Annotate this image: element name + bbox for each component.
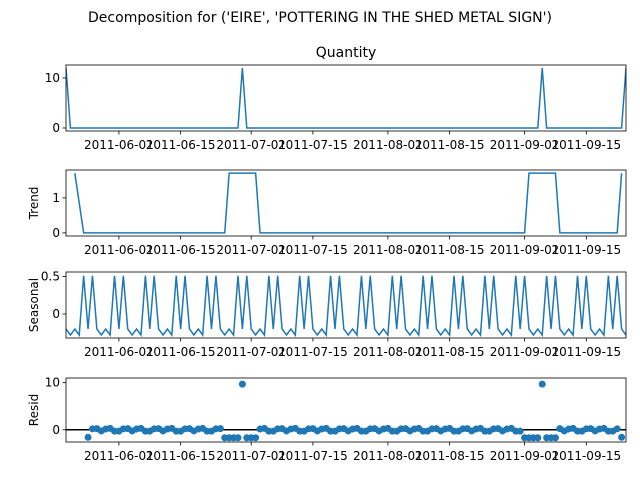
x-tick-label: 2011-07-01	[216, 243, 286, 257]
seasonal-series-line	[66, 275, 626, 338]
x-tick-label: 2011-07-15	[278, 449, 348, 463]
trend-series-line	[74, 172, 623, 234]
x-tick-label: 2011-08-01	[353, 243, 423, 257]
resid-point	[613, 425, 621, 433]
y-tick-label: 10	[45, 71, 60, 85]
resid-point	[252, 434, 260, 442]
x-tick-label: 2011-07-01	[216, 449, 286, 463]
y-tick-label: 0.5	[41, 270, 60, 284]
x-tick-label: 2011-09-01	[490, 138, 560, 152]
y-axis-label: Trend	[27, 187, 41, 221]
x-tick-label: 2011-06-01	[84, 243, 154, 257]
quantity-series-line	[66, 67, 626, 129]
x-tick-label: 2011-08-01	[353, 345, 423, 359]
resid-point	[516, 427, 524, 435]
x-tick-label: 2011-07-01	[216, 138, 286, 152]
resid-point	[238, 380, 246, 388]
plot-area	[74, 172, 623, 234]
resid-point	[551, 434, 559, 442]
resid-point	[534, 434, 542, 442]
subplot-title: Quantity	[316, 45, 377, 61]
axes-frame	[65, 271, 627, 339]
x-tick-label: 2011-09-01	[490, 243, 560, 257]
axes-frame	[65, 377, 627, 443]
resid-point	[618, 433, 626, 441]
x-tick-label: 2011-09-01	[490, 449, 560, 463]
x-tick-label: 2011-09-01	[490, 345, 560, 359]
figure-suptitle: Decomposition for ('EIRE', 'POTTERING IN…	[88, 10, 552, 26]
x-tick-label: 2011-07-15	[278, 243, 348, 257]
x-tick-label: 2011-06-15	[146, 243, 216, 257]
resid-point	[234, 434, 242, 442]
x-tick-label: 2011-06-15	[146, 345, 216, 359]
y-tick-label: 0	[52, 226, 60, 240]
x-tick-label: 2011-08-15	[415, 345, 485, 359]
x-tick-label: 2011-08-01	[353, 138, 423, 152]
x-tick-label: 2011-08-15	[415, 138, 485, 152]
y-axis-label: Resid	[27, 394, 41, 426]
y-tick-label: 10	[45, 376, 60, 390]
x-tick-label: 2011-06-01	[84, 138, 154, 152]
x-tick-label: 2011-06-15	[146, 449, 216, 463]
axes-frame	[65, 169, 627, 237]
x-tick-label: 2011-08-15	[415, 449, 485, 463]
axes-frame	[65, 64, 627, 132]
x-tick-label: 2011-06-15	[146, 138, 216, 152]
y-tick-label: 0	[52, 423, 60, 437]
x-tick-label: 2011-08-01	[353, 449, 423, 463]
resid-point	[538, 380, 546, 388]
x-tick-label: 2011-08-15	[415, 243, 485, 257]
x-tick-label: 2011-07-15	[278, 138, 348, 152]
plot-area	[66, 380, 626, 442]
x-tick-label: 2011-09-15	[551, 345, 621, 359]
resid-point	[216, 425, 224, 433]
y-tick-label: 1	[52, 191, 60, 205]
y-axis-label: Seasonal	[27, 278, 41, 332]
x-tick-label: 2011-09-15	[551, 449, 621, 463]
x-tick-label: 2011-07-15	[278, 345, 348, 359]
plot-area	[66, 67, 626, 129]
x-tick-label: 2011-09-15	[551, 243, 621, 257]
y-tick-label: 0	[52, 307, 60, 321]
y-tick-label: 0	[52, 121, 60, 135]
x-tick-label: 2011-07-01	[216, 345, 286, 359]
plot-area	[66, 275, 626, 338]
x-tick-label: 2011-06-01	[84, 345, 154, 359]
x-tick-label: 2011-06-01	[84, 449, 154, 463]
resid-point	[84, 433, 92, 441]
x-tick-label: 2011-09-15	[551, 138, 621, 152]
